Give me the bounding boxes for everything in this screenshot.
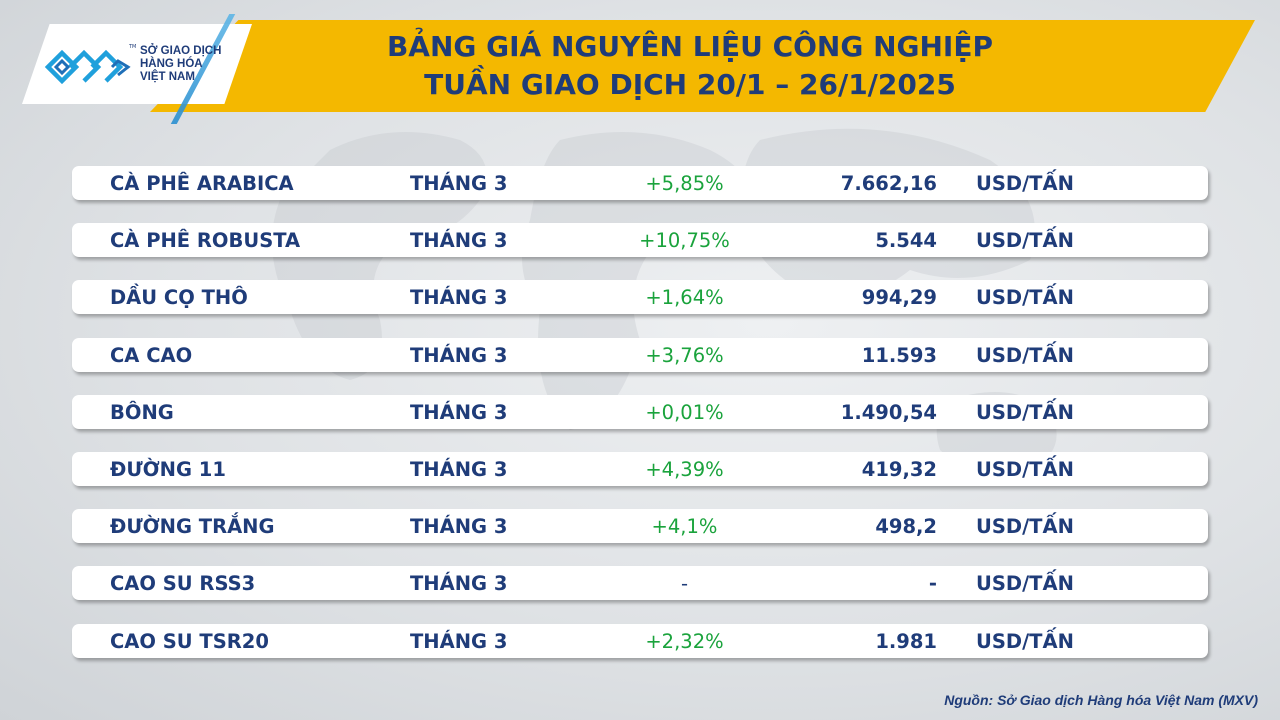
weekly-change: +3,76% [645,343,724,367]
price-unit: USD/TẤN [976,286,1074,310]
price-value: 498,2 [875,515,937,539]
title-banner [150,20,1255,112]
logo-line-2: HÀNG HÓA [140,58,203,70]
weekly-change: +1,64% [645,286,724,310]
contract-month: THÁNG 3 [410,286,508,310]
price-value: - [928,572,937,596]
logo-line-3: VIỆT NAM [140,71,195,83]
mxv-logo-icon [44,49,131,85]
contract-month: THÁNG 3 [410,172,508,195]
table-row: CÀ PHÊ ARABICA THÁNG 3 +5,85% 7.662,16 U… [72,166,1208,200]
title-line-2: TUẦN GIAO DỊCH 20/1 – 26/1/2025 [424,68,956,101]
contract-month: THÁNG 3 [410,572,508,596]
logo-line-1: SỞ GIAO DỊCH [140,45,222,57]
commodity-name: CA CAO [110,343,193,367]
price-value: 419,32 [861,457,937,481]
weekly-change: +10,75% [639,229,730,253]
commodity-name: CAO SU RSS3 [110,572,256,596]
price-table: CÀ PHÊ ARABICA THÁNG 3 +5,85% 7.662,16 U… [72,166,1208,681]
weekly-change: +5,85% [645,172,724,195]
price-value: 7.662,16 [840,172,937,195]
commodity-name: ĐƯỜNG 11 [110,457,226,481]
contract-month: THÁNG 3 [410,400,508,424]
weekly-change: +4,39% [645,457,724,481]
trademark-mark: TM [129,44,137,50]
price-unit: USD/TẤN [976,400,1074,424]
contract-month: THÁNG 3 [410,343,508,367]
table-row: ĐƯỜNG 11 THÁNG 3 +4,39% 419,32 USD/TẤN [72,451,1208,486]
price-unit: USD/TẤN [976,572,1074,596]
price-unit: USD/TẤN [976,629,1074,653]
page-title: BẢNG GIÁ NGUYÊN LIỆU CÔNG NGHIỆP TUẦN GI… [250,28,1130,104]
table-row: CÀ PHÊ ROBUSTA THÁNG 3 +10,75% 5.544 USD… [72,223,1208,258]
contract-month: THÁNG 3 [410,629,508,653]
commodity-name: CÀ PHÊ ARABICA [110,172,294,195]
price-unit: USD/TẤN [976,229,1074,253]
source-note: Nguồn: Sở Giao dịch Hàng hóa Việt Nam (M… [944,692,1258,708]
commodity-name: ĐƯỜNG TRẮNG [110,515,275,539]
contract-month: THÁNG 3 [410,457,508,481]
table-row: CAO SU TSR20 THÁNG 3 +2,32% 1.981 USD/TẤ… [72,623,1208,658]
commodity-name: BÔNG [110,400,174,424]
price-value: 5.544 [875,229,937,253]
weekly-change: +0,01% [645,400,724,424]
commodity-name: CÀ PHÊ ROBUSTA [110,229,301,253]
table-row: CA CAO THÁNG 3 +3,76% 11.593 USD/TẤN [72,337,1208,372]
price-unit: USD/TẤN [976,172,1074,195]
price-value: 1.981 [875,629,937,653]
weekly-change: +4,1% [651,515,718,539]
weekly-change: +2,32% [645,629,724,653]
contract-month: THÁNG 3 [410,515,508,539]
table-row: DẦU CỌ THÔ THÁNG 3 +1,64% 994,29 USD/TẤN [72,280,1208,315]
table-row: BÔNG THÁNG 3 +0,01% 1.490,54 USD/TẤN [72,394,1208,429]
table-row: CAO SU RSS3 THÁNG 3 - - USD/TẤN [72,566,1208,601]
contract-month: THÁNG 3 [410,229,508,253]
logo-wordmark: SỞ GIAO DỊCH HÀNG HÓA VIỆT NAM [140,45,240,84]
price-unit: USD/TẤN [976,343,1074,367]
price-unit: USD/TẤN [976,515,1074,539]
commodity-name: CAO SU TSR20 [110,629,269,653]
price-unit: USD/TẤN [976,457,1074,481]
table-row: ĐƯỜNG TRẮNG THÁNG 3 +4,1% 498,2 USD/TẤN [72,509,1208,544]
price-value: 11.593 [861,343,937,367]
price-value: 994,29 [861,286,937,310]
commodity-name: DẦU CỌ THÔ [110,286,248,310]
title-line-1: BẢNG GIÁ NGUYÊN LIỆU CÔNG NGHIỆP [386,30,994,63]
weekly-change: - [680,572,689,596]
price-value: 1.490,54 [840,400,937,424]
